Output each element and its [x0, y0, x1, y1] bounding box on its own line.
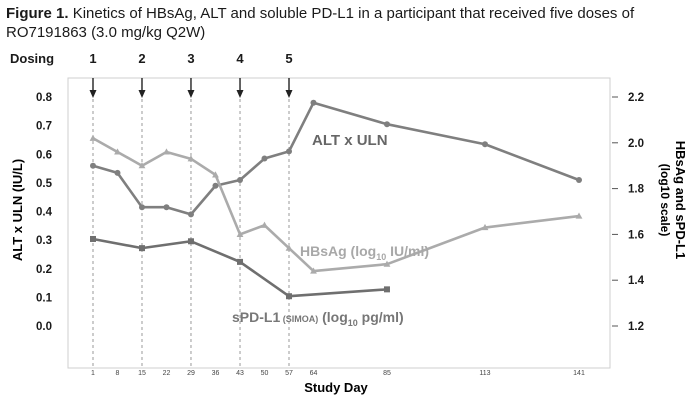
- caption-text: Kinetics of HBsAg, ALT and soluble PD-L1…: [6, 5, 635, 41]
- alt-data-point: [383, 121, 390, 128]
- x-axis-tick-label: 141: [573, 370, 585, 377]
- dose-number: 2: [138, 51, 145, 66]
- x-axis-tick-label: 15: [138, 370, 146, 377]
- x-axis-tick-label: 29: [187, 370, 195, 377]
- x-axis-label: Study Day: [304, 380, 368, 395]
- right-axis-tick-label: 2.0: [628, 138, 644, 150]
- x-axis-tick-label: 85: [383, 370, 391, 377]
- dose-arrow-head: [187, 90, 195, 98]
- left-axis-tick-label: 0.1: [36, 292, 53, 304]
- alt-data-point: [286, 148, 293, 155]
- spdl1-data-point: [286, 293, 293, 300]
- hbsag-data-point: [236, 230, 244, 237]
- hbsag-data-point: [575, 212, 583, 219]
- hbsag-data-point: [212, 171, 219, 178]
- alt-data-point: [138, 204, 145, 211]
- dose-arrow-head: [89, 90, 97, 98]
- alt-series-label: ALT x ULN: [312, 132, 388, 149]
- hbsag-data-point: [310, 267, 317, 274]
- alt-data-point: [114, 169, 121, 176]
- left-axis-tick-label: 0.3: [36, 235, 52, 247]
- x-axis-tick-label: 43: [236, 370, 244, 377]
- x-axis-tick-label: 57: [285, 370, 293, 377]
- series-line-spd-l1: [92, 237, 388, 298]
- dose-number: 5: [285, 51, 292, 66]
- right-axis-tick-label: 1.4: [628, 275, 645, 287]
- left-axis-tick-label: 0.8: [36, 92, 53, 104]
- hbsag-data-point: [481, 223, 489, 231]
- hbsag-data-point: [285, 244, 293, 251]
- left-axis-tick-label: 0.2: [36, 264, 52, 276]
- dose-number: 4: [236, 51, 244, 66]
- right-axis-label-line1: HBsAg and sPD-L1: [673, 141, 688, 259]
- hbsag-data-point: [138, 162, 146, 169]
- right-axis-tick-label: 1.8: [628, 184, 645, 196]
- hbsag-data-point: [383, 260, 391, 267]
- spdl1-data-point: [383, 286, 390, 293]
- hbsag-data-point: [261, 221, 268, 228]
- dose-number: 1: [89, 51, 96, 66]
- right-axis-tick-label: 2.2: [628, 92, 644, 104]
- x-axis-tick-label: 1: [91, 370, 95, 377]
- hbsag-data-point: [187, 155, 195, 162]
- left-axis-tick-label: 0.5: [36, 178, 53, 190]
- alt-data-point: [576, 177, 582, 184]
- x-axis-tick-label: 50: [261, 370, 269, 377]
- caption-label: Figure 1.: [6, 5, 69, 22]
- alt-data-point: [90, 162, 96, 169]
- left-axis-tick-label: 0.4: [36, 207, 53, 219]
- left-axis-tick-label: 0.7: [36, 121, 52, 133]
- dose-number: 3: [187, 51, 194, 66]
- spdl1-data-point: [187, 238, 194, 245]
- hbsag-series-label: HBsAg (log10 IU/ml): [300, 243, 429, 262]
- dose-arrow-head: [138, 90, 146, 98]
- x-axis-tick-label: 22: [163, 370, 171, 377]
- hbsag-data-point: [163, 148, 170, 155]
- left-axis-label: ALT x ULN (IU/L): [10, 159, 25, 261]
- series-line-alt-x-uln: [92, 101, 580, 216]
- left-axis-tick-label: 0.6: [36, 149, 52, 161]
- dose-arrow-head: [236, 90, 244, 98]
- x-axis-tick-label: 8: [116, 370, 120, 377]
- alt-data-point: [163, 204, 170, 211]
- x-axis-tick-label: 64: [310, 370, 318, 377]
- dose-arrow-head: [285, 90, 293, 98]
- x-axis-tick-label: 36: [212, 370, 220, 377]
- spdl1-data-point: [138, 245, 145, 252]
- alt-data-point: [187, 211, 194, 218]
- right-axis-tick-label: 1.6: [628, 229, 644, 241]
- hbsag-data-point: [114, 148, 121, 155]
- spdl1-data-point: [90, 235, 96, 242]
- dosing-label: Dosing: [10, 51, 54, 66]
- plot-frame: [67, 77, 611, 369]
- hbsag-data-point: [89, 134, 97, 141]
- x-axis-tick-label: 113: [479, 370, 490, 377]
- spdl1-series-label: sPD-L1 (SIMOA) (log10 pg/ml): [232, 309, 404, 328]
- alt-data-point: [237, 177, 244, 184]
- alt-data-point: [310, 99, 317, 106]
- right-axis-label: HBsAg and sPD-L1(log10 scale): [658, 141, 688, 259]
- right-axis-tick-label: 1.2: [628, 321, 644, 333]
- spdl1-data-point: [237, 258, 244, 265]
- right-axis-label-line2: (log10 scale): [658, 164, 672, 237]
- figure-caption: Figure 1. Kinetics of HBsAg, ALT and sol…: [6, 4, 696, 42]
- alt-data-point: [212, 182, 219, 189]
- left-axis-tick-label: 0.0: [36, 321, 52, 333]
- alt-data-point: [482, 141, 489, 148]
- alt-data-point: [261, 155, 268, 162]
